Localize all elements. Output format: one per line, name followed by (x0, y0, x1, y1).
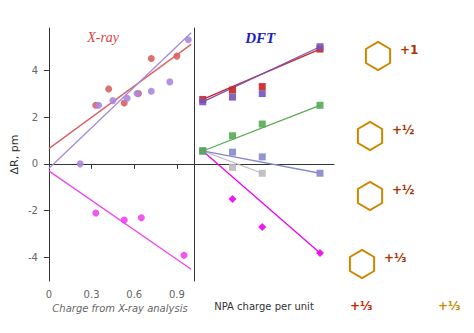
svg-text:X-ray: X-ray (86, 30, 120, 45)
svg-text:ΔR, pm: ΔR, pm (8, 135, 21, 175)
svg-text:0.9: 0.9 (169, 289, 185, 300)
svg-text:+⅓: +⅓ (350, 299, 372, 313)
svg-text:0.6: 0.6 (126, 289, 142, 300)
svg-text:2: 2 (32, 112, 38, 123)
svg-text:+⅓: +⅓ (384, 251, 406, 265)
svg-text:DFT: DFT (244, 30, 276, 46)
svg-text:+½: +½ (392, 183, 414, 197)
svg-text:0: 0 (32, 158, 38, 169)
svg-text:NPA charge per unit: NPA charge per unit (214, 301, 314, 312)
svg-text:0: 0 (46, 289, 52, 300)
svg-text:+⅓: +⅓ (438, 299, 460, 313)
svg-text:Charge from X-ray analysis: Charge from X-ray analysis (52, 303, 187, 314)
svg-text:4: 4 (32, 65, 38, 76)
svg-text:-2: -2 (28, 205, 38, 216)
svg-text:+1: +1 (400, 43, 418, 57)
svg-text:+½: +½ (392, 123, 414, 137)
svg-text:0.3: 0.3 (84, 289, 100, 300)
svg-text:-4: -4 (28, 252, 38, 263)
